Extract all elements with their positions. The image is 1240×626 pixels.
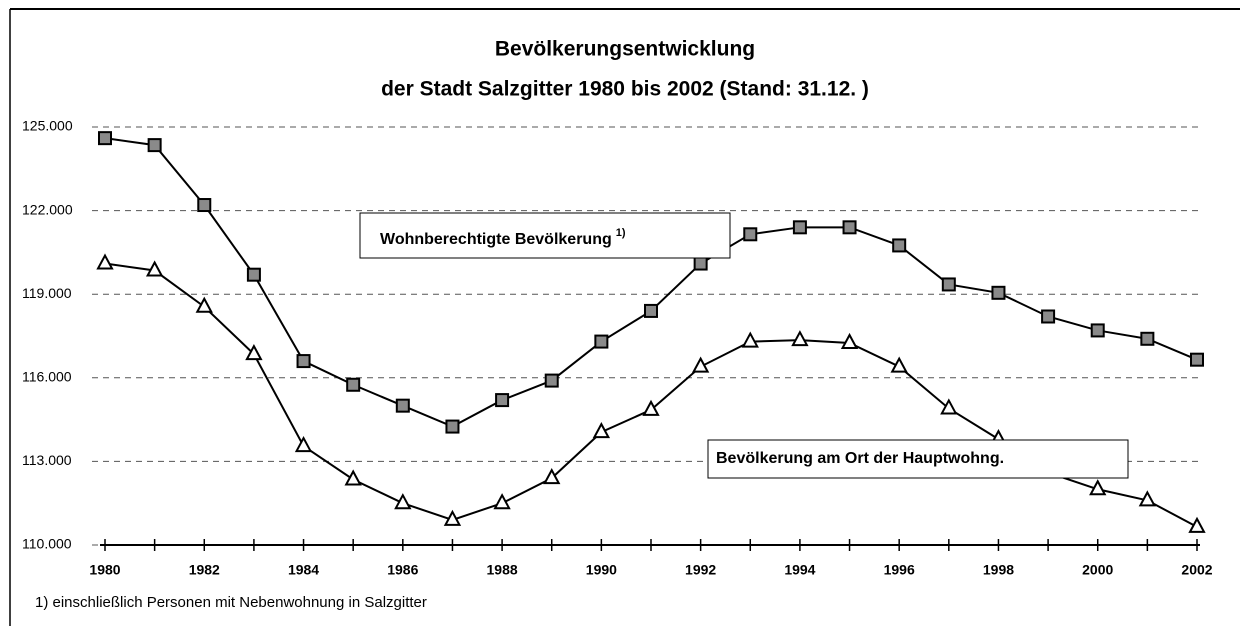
marker-square <box>842 220 857 235</box>
marker-square <box>98 131 112 146</box>
y-tick-label: 116.000 <box>22 369 72 385</box>
x-tick-label: 1994 <box>784 562 815 578</box>
x-tick-label: 1990 <box>586 562 617 578</box>
y-tick-label: 113.000 <box>22 452 72 468</box>
series-label-box <box>359 212 731 259</box>
marker-triangle <box>741 331 759 348</box>
series-label-footnote: 1) <box>616 227 626 239</box>
x-tick-label: 1998 <box>983 562 1014 578</box>
marker-triangle <box>592 422 611 439</box>
marker-triangle <box>443 509 462 526</box>
marker-square <box>246 267 261 282</box>
marker-square <box>495 393 510 408</box>
marker-square <box>395 398 410 413</box>
y-tick-label: 122.000 <box>22 201 73 217</box>
x-tick-label: 1984 <box>288 562 319 578</box>
x-tick-label: 1988 <box>487 562 518 578</box>
x-tick-label: 1992 <box>685 562 716 578</box>
marker-triangle <box>493 493 511 510</box>
marker-triangle <box>1089 479 1107 496</box>
marker-triangle <box>791 330 809 347</box>
y-tick-label: 125.000 <box>22 118 73 134</box>
marker-square <box>1090 323 1105 338</box>
series-label: Wohnberechtigte Bevölkerung 1) <box>380 227 626 248</box>
marker-triangle <box>294 435 313 453</box>
series-label-name: Bevölkerung am Ort der Hauptwohng. <box>716 450 1004 467</box>
marker-square <box>892 238 907 253</box>
series-label-name: Wohnberechtigte Bevölkerung <box>380 231 612 248</box>
marker-triangle <box>940 398 958 415</box>
marker-triangle <box>245 344 263 361</box>
marker-triangle <box>145 260 164 277</box>
x-tick-label: 1996 <box>884 562 915 578</box>
y-tick-label: 119.000 <box>22 285 72 301</box>
marker-square <box>693 256 708 271</box>
marker-triangle <box>394 493 412 510</box>
marker-square <box>1140 331 1155 346</box>
x-tick-label: 1982 <box>189 562 220 578</box>
marker-triangle <box>642 399 660 416</box>
marker-triangle <box>840 332 859 349</box>
footnote: 1) einschließlich Personen mit Nebenwohn… <box>35 594 427 611</box>
marker-square <box>991 285 1006 300</box>
marker-square <box>147 138 162 153</box>
x-tick-label: 2000 <box>1082 562 1113 578</box>
series-line <box>104 262 1198 528</box>
marker-square <box>296 354 311 369</box>
marker-triangle <box>543 468 561 485</box>
marker-square <box>544 373 559 388</box>
marker-square <box>743 227 758 242</box>
series-label: Bevölkerung am Ort der Hauptwohng. <box>716 450 1004 467</box>
marker-square <box>644 303 658 318</box>
marker-square <box>346 377 361 392</box>
marker-triangle <box>1188 516 1206 533</box>
marker-square <box>594 334 609 349</box>
chart-subtitle: der Stadt Salzgitter 1980 bis 2002 (Stan… <box>381 78 869 101</box>
marker-triangle <box>691 356 710 373</box>
marker-square <box>445 419 460 434</box>
y-tick-label: 110.000 <box>22 536 72 552</box>
marker-triangle <box>890 356 908 373</box>
x-tick-label: 1986 <box>387 562 418 578</box>
marker-triangle <box>344 469 362 486</box>
series-label-box <box>707 439 1129 479</box>
marker-square <box>792 220 807 235</box>
marker-triangle <box>1138 490 1157 507</box>
x-tick-label: 1980 <box>89 562 120 578</box>
marker-triangle <box>96 253 114 270</box>
marker-square <box>1041 309 1056 324</box>
marker-square <box>197 198 212 213</box>
marker-triangle <box>195 296 213 313</box>
marker-square <box>1190 352 1204 367</box>
chart-title: Bevölkerungsentwicklung <box>495 38 755 61</box>
marker-square <box>941 277 956 292</box>
x-tick-label: 2002 <box>1181 562 1212 578</box>
